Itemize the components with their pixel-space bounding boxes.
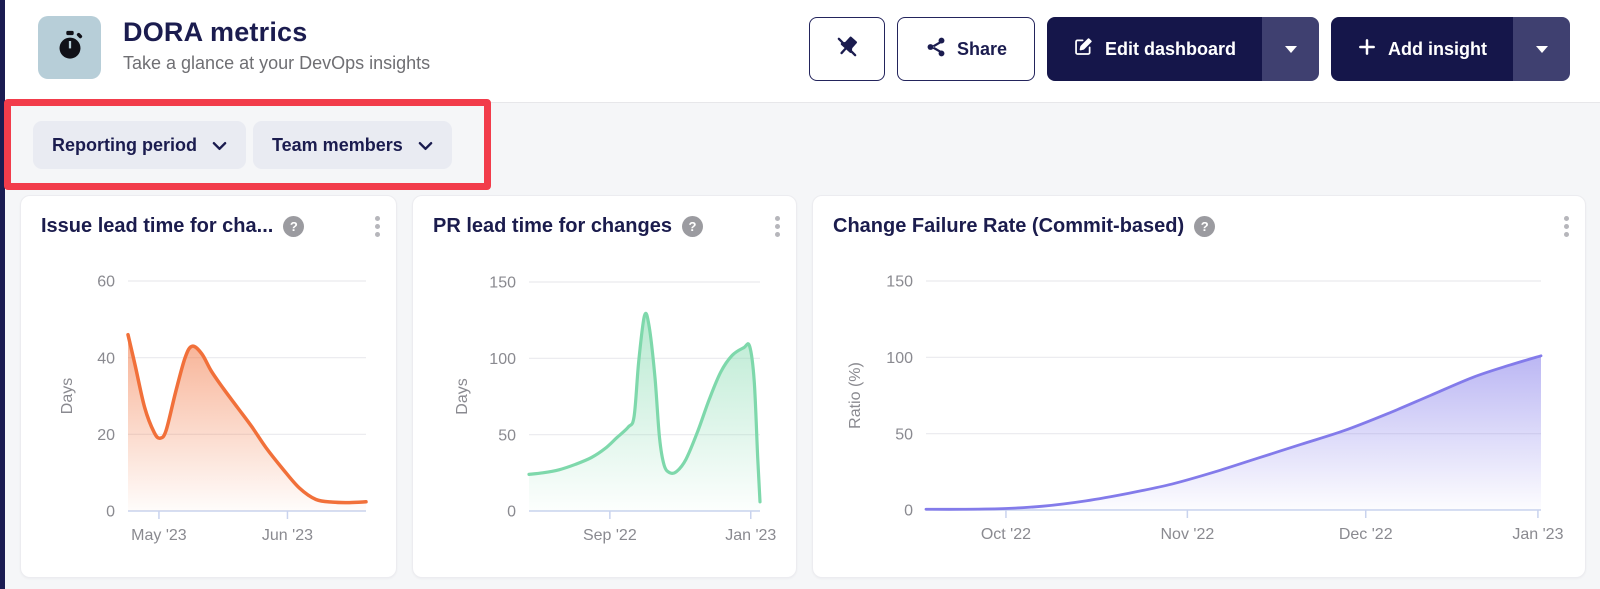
add-insight-split-button: Add insight (1331, 17, 1570, 81)
share-label: Share (956, 38, 1008, 59)
page-title: DORA metrics (123, 17, 308, 47)
pin-off-icon (833, 33, 861, 66)
dashboard-header: DORA metrics Take a glance at your DevOp… (5, 0, 1600, 103)
chevron-down-icon (212, 135, 227, 156)
dashboard-icon-tile (38, 16, 101, 79)
plus-icon (1357, 37, 1377, 62)
svg-text:50: 50 (498, 427, 516, 444)
reporting-period-label: Reporting period (52, 134, 197, 155)
svg-text:40: 40 (97, 350, 115, 367)
svg-text:0: 0 (904, 503, 913, 520)
share-icon (925, 36, 947, 63)
svg-text:100: 100 (886, 350, 913, 367)
svg-text:100: 100 (489, 351, 516, 368)
chart-title: Change Failure Rate (Commit-based) (833, 215, 1185, 237)
change-failure-rate-card: Change Failure Rate (Commit-based) ? 0 50… (812, 195, 1586, 578)
svg-text:Jun '23: Jun '23 (262, 527, 313, 544)
page-subtitle: Take a glance at your DevOps insights (123, 53, 431, 73)
issue-lead-time-chart: 0 20 40 60 May '23 Jun '23 Days (59, 274, 368, 544)
caret-down-icon (1284, 45, 1297, 53)
edit-dashboard-split-button: Edit dashboard (1047, 17, 1320, 81)
kebab-menu-icon[interactable] (1561, 213, 1572, 240)
svg-text:Days: Days (454, 378, 471, 414)
add-insight-button[interactable]: Add insight (1331, 17, 1513, 81)
caret-down-icon (1535, 45, 1548, 53)
team-members-label: Team members (272, 134, 403, 155)
svg-text:Ratio (%): Ratio (%) (847, 362, 864, 429)
pr-lead-time-chart: 0 50 100 150 Sep '22 Jan '23 Days (454, 275, 776, 544)
add-insight-dropdown-toggle[interactable] (1513, 17, 1570, 81)
share-button[interactable]: Share (897, 17, 1035, 81)
edit-dashboard-label: Edit dashboard (1105, 38, 1237, 59)
add-insight-label: Add insight (1388, 38, 1487, 59)
svg-text:150: 150 (886, 274, 913, 291)
edit-dashboard-dropdown-toggle[interactable] (1262, 17, 1320, 81)
window-edge-strip (0, 0, 5, 589)
svg-text:Nov '22: Nov '22 (1161, 526, 1215, 543)
issue-lead-time-card: Issue lead time for cha... ? 0 20 40 60 May … (20, 195, 397, 578)
help-icon[interactable]: ? (1194, 216, 1216, 237)
edit-pencil-icon (1073, 36, 1094, 62)
svg-text:0: 0 (106, 504, 115, 521)
svg-text:0: 0 (507, 504, 516, 521)
svg-text:Jan '23: Jan '23 (1512, 526, 1563, 543)
help-icon[interactable]: ? (681, 216, 703, 237)
stopwatch-icon (53, 28, 87, 67)
svg-text:60: 60 (97, 274, 115, 291)
chart-title: PR lead time for changes (433, 215, 672, 237)
header-actions: Share Edit dashboard (809, 17, 1570, 81)
pr-lead-time-card: PR lead time for changes ? 0 50 100 150 Sep … (412, 195, 797, 578)
title-block: DORA metrics Take a glance at your DevOp… (123, 17, 430, 74)
svg-text:150: 150 (489, 275, 516, 292)
svg-text:Oct '22: Oct '22 (981, 526, 1031, 543)
edit-dashboard-button[interactable]: Edit dashboard (1047, 17, 1263, 81)
svg-text:20: 20 (97, 427, 115, 444)
chart-title: Issue lead time for cha... (41, 215, 274, 237)
kebab-menu-icon[interactable] (772, 213, 783, 240)
svg-text:50: 50 (895, 426, 913, 443)
unpin-button[interactable] (809, 17, 885, 81)
kebab-menu-icon[interactable] (372, 213, 383, 240)
svg-text:Jan '23: Jan '23 (725, 527, 776, 544)
chevron-down-icon (418, 135, 433, 156)
team-members-dropdown[interactable]: Team members (253, 121, 452, 169)
svg-text:Sep '22: Sep '22 (583, 527, 637, 544)
reporting-period-dropdown[interactable]: Reporting period (33, 121, 246, 169)
change-failure-rate-chart: 0 50 100 150 Oct '22 Nov '22 Dec '22 Jan '23 Rat… (847, 274, 1564, 543)
svg-text:May '23: May '23 (131, 527, 187, 544)
svg-text:Dec '22: Dec '22 (1339, 526, 1393, 543)
help-icon[interactable]: ? (283, 216, 305, 237)
svg-text:Days: Days (59, 378, 76, 414)
